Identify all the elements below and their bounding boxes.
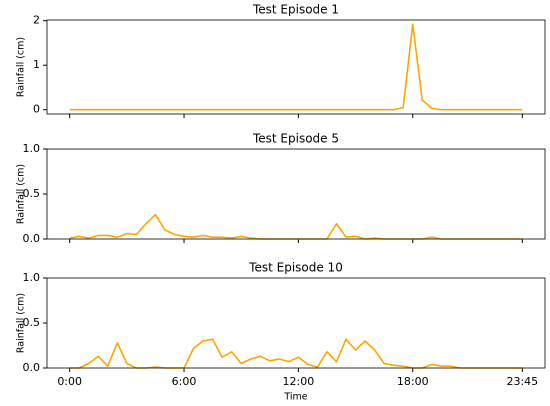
data-line [69, 23, 523, 111]
y-tick-label: 0 [33, 103, 40, 116]
chart-title: Test Episode 10 [248, 261, 343, 275]
y-tick-label: 0.0 [23, 361, 41, 374]
x-tick-label: 23:45 [506, 375, 538, 388]
y-tick-label: 0.0 [23, 232, 41, 245]
y-tick-label: 1.0 [23, 271, 41, 284]
y-axis-label: Rainfall (cm) [16, 37, 27, 97]
plot-frame [46, 148, 546, 240]
x-tick-label: 18:00 [397, 375, 429, 388]
y-tick-label: 1.0 [23, 142, 41, 155]
plot-frame [46, 19, 546, 115]
data-line [69, 338, 523, 369]
y-tick-label: 0.5 [23, 316, 41, 329]
x-tick-label: 0:00 [57, 375, 82, 388]
y-tick-label: 0.5 [23, 187, 41, 200]
x-tick-label: 6:00 [172, 375, 197, 388]
data-line [69, 213, 523, 240]
y-axis-label: Rainfall (cm) [16, 293, 27, 353]
x-axis-label: Time [283, 392, 307, 403]
plot-frame [46, 277, 546, 369]
x-tick-label: 12:00 [283, 375, 315, 388]
chart-title: Test Episode 5 [252, 132, 339, 146]
y-axis-label: Rainfall (cm) [16, 164, 27, 224]
y-tick-label: 2 [33, 14, 40, 27]
y-tick-label: 1 [33, 58, 40, 71]
chart-title: Test Episode 1 [252, 3, 339, 17]
